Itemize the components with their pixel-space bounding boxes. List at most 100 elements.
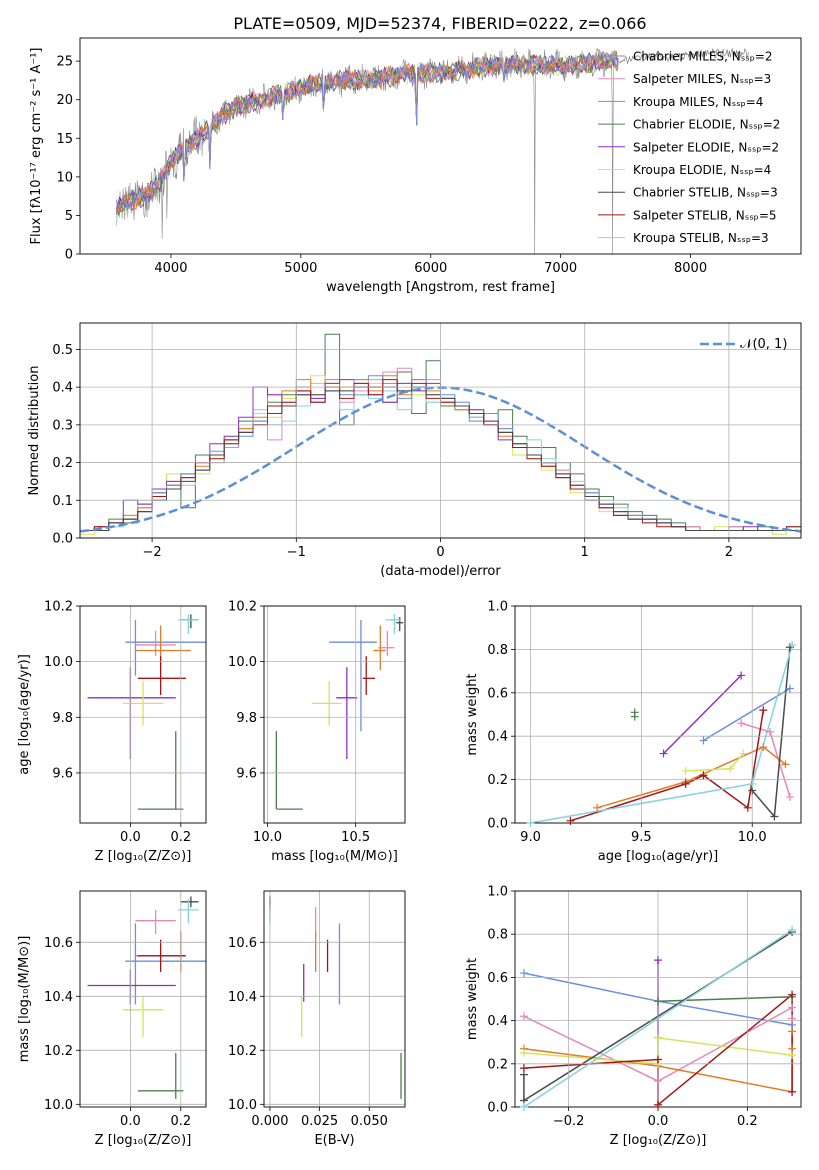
y-tick-label: 0.2 <box>487 773 508 788</box>
data-point-marker <box>788 1087 797 1096</box>
data-point-marker <box>593 803 602 812</box>
y-tick-label: 0.4 <box>487 730 508 745</box>
y-tick-label: 0.6 <box>487 686 508 701</box>
x-tick-label: 0.025 <box>301 1114 338 1129</box>
figure-title: PLATE=0509, MJD=52374, FIBERID=0222, z=0… <box>233 14 646 33</box>
x-tick-label: 10.0 <box>253 830 282 845</box>
data-point-marker <box>654 1077 662 1086</box>
data-point-marker <box>726 764 735 773</box>
y-tick-label: 15 <box>56 132 73 147</box>
data-point-marker <box>739 749 748 758</box>
y-axis-label: mass weight <box>465 673 480 755</box>
weight-series-line <box>570 710 765 822</box>
data-point-marker <box>788 925 797 934</box>
x-axis-label: (data-model)/error <box>380 564 501 579</box>
x-tick-label: 0.2 <box>170 1114 191 1129</box>
chart-weight_vs_age: 9.0 9.5 10.0 0.0 0.2 0.4 0.6 0.8 1.0 age [log₁₀(a… <box>465 600 802 864</box>
x-axis-label: E(B-V) <box>314 1133 354 1148</box>
x-tick-label: 9.5 <box>631 830 652 845</box>
y-axis-label: age [log₁₀(age/yr)] <box>17 654 32 775</box>
x-tick-label: 0.2 <box>737 1114 758 1129</box>
y-tick-label: 20 <box>56 93 73 108</box>
model-spectrum-line <box>116 51 619 216</box>
x-tick-label: 5000 <box>284 261 317 276</box>
data-point-marker <box>519 1012 528 1021</box>
y-tick-label: 10.0 <box>44 1098 73 1113</box>
data-point-marker <box>788 990 797 999</box>
data-point-marker <box>759 706 768 715</box>
model-spectrum-line <box>116 50 619 212</box>
data-point-marker <box>781 760 790 769</box>
plot-area-age_vs_Z <box>87 614 206 810</box>
data-point-marker <box>788 1014 797 1023</box>
legend-entry: Salpeter STELIB, Nₛₛₚ=5 <box>633 208 777 222</box>
plot-area-mass_vs_Z <box>87 896 206 1099</box>
y-tick-label: 9.6 <box>52 766 73 781</box>
y-tick-label: 1.0 <box>487 600 508 615</box>
x-axis-label: mass [log₁₀(M/M⊙)] <box>271 849 398 864</box>
axes-frame <box>79 605 207 824</box>
data-point-marker <box>519 1103 528 1111</box>
chart-mass_vs_Z: 0.0 0.2 10.0 10.2 10.4 10.6 Z [log₁₀(Z/Z⊙)] mas… <box>17 890 207 1148</box>
data-point-marker <box>630 708 639 717</box>
plot-area-histogram <box>80 333 801 535</box>
data-point-marker <box>737 719 746 728</box>
data-point-marker <box>519 1064 528 1073</box>
y-tick-label: 0.5 <box>52 343 73 358</box>
y-tick-label: 0.8 <box>487 928 508 943</box>
charts-layer: 4000 5000 6000 7000 80000510152025wavelength… <box>17 37 802 1148</box>
x-tick-label: 4000 <box>154 261 187 276</box>
chart-age_vs_mass: 10.0 10.5 9.6 9.8 10.0 10.2 mass [log₁₀(M/M⊙)] <box>228 600 406 864</box>
weight-series-line <box>703 687 791 742</box>
y-tick-label: 0.0 <box>52 532 73 547</box>
y-tick-label: 0.4 <box>487 1014 508 1029</box>
x-axis-label: wavelength [Angstrom, rest frame] <box>326 280 555 295</box>
spectrum-tail-line <box>618 48 750 65</box>
legend-entry: Kroupa STELIB, Nₛₛₚ=3 <box>633 231 769 245</box>
chart-histogram: −2 −1 0 1 2 0.0 0.1 0.2 0.3 0.4 0.5 (data-model)/er… <box>27 322 802 579</box>
x-tick-label: −1 <box>287 545 306 560</box>
legend-entry: Chabrier ELODIE, Nₛₛₚ=2 <box>633 118 780 132</box>
y-tick-label: 10.4 <box>228 990 257 1005</box>
x-tick-label: 0 <box>436 545 444 560</box>
data-point-marker <box>788 1003 797 1012</box>
y-tick-label: 9.8 <box>52 711 73 726</box>
y-tick-label: 10.6 <box>228 936 257 951</box>
weight-series-line <box>530 644 793 823</box>
plot-area-age_vs_mass <box>275 614 404 810</box>
axes-frame <box>79 37 802 255</box>
data-point-marker <box>519 969 528 978</box>
model-spectrum-line <box>116 52 619 211</box>
y-tick-label: 9.8 <box>236 711 257 726</box>
data-point-marker <box>659 749 668 758</box>
data-point-marker <box>699 736 708 745</box>
y-tick-label: 10.2 <box>228 600 257 615</box>
x-tick-label: 8000 <box>674 261 707 276</box>
y-tick-label: 0 <box>65 248 73 263</box>
weight-series-line <box>657 996 793 1002</box>
histogram-step-line <box>80 386 801 531</box>
data-point-marker <box>654 956 662 965</box>
x-tick-label: 2 <box>725 545 733 560</box>
y-tick-label: 10 <box>56 170 73 185</box>
axes-frame <box>263 890 406 1108</box>
axes-frame <box>79 322 802 539</box>
data-point-marker <box>699 771 708 780</box>
y-tick-label: 10.2 <box>44 1044 73 1059</box>
data-point-marker <box>566 816 575 825</box>
plot-area-mass_vs_EBV <box>269 896 402 1099</box>
data-point-marker <box>654 1033 662 1042</box>
y-tick-label: 10.0 <box>228 655 257 670</box>
x-tick-label: −2 <box>143 545 162 560</box>
weight-series-line <box>662 674 742 755</box>
y-tick-label: 10.2 <box>44 600 73 615</box>
y-tick-label: 1.0 <box>487 885 508 900</box>
data-point-marker <box>654 997 662 1006</box>
data-point-marker <box>765 727 774 736</box>
weight-series-line <box>596 746 786 809</box>
x-tick-label: 0.050 <box>351 1114 388 1129</box>
y-tick-label: 0.8 <box>487 643 508 658</box>
x-tick-label: 9.0 <box>520 830 541 845</box>
observed-spectrum-line <box>116 48 619 254</box>
